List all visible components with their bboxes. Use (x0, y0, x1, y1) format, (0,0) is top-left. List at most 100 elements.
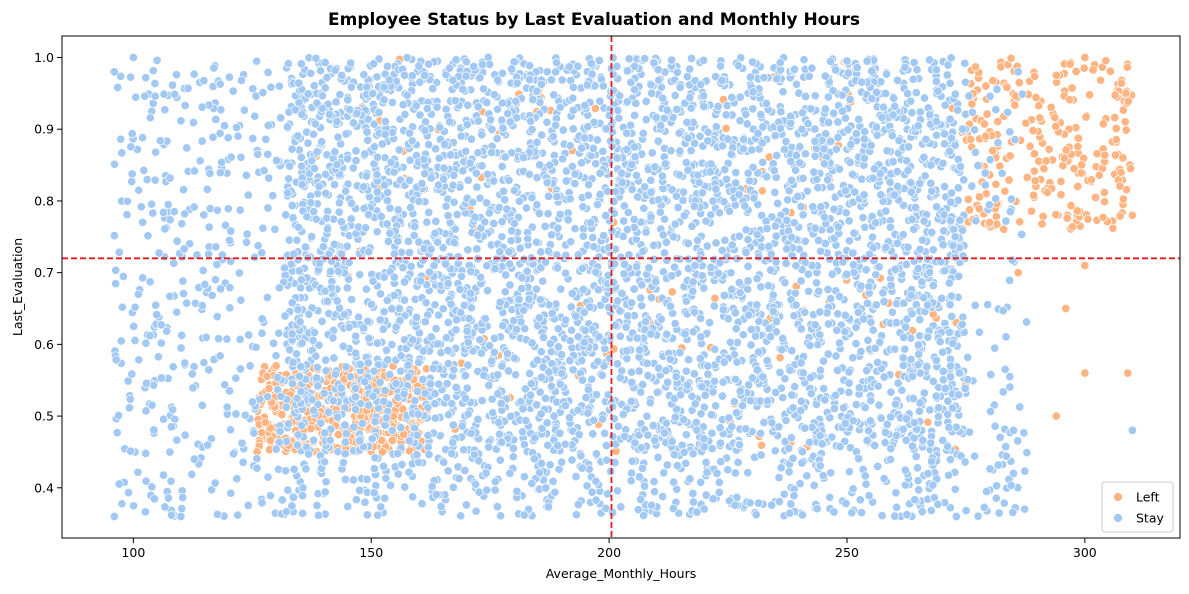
point-stay (504, 247, 514, 257)
point-stay (795, 158, 805, 168)
point-stay (475, 335, 485, 345)
point-stay (901, 322, 911, 332)
point-left (1015, 217, 1025, 227)
point-stay (870, 343, 880, 353)
point-stay (444, 63, 455, 73)
point-stay (580, 100, 590, 111)
point-stay (368, 88, 378, 99)
point-left (1101, 56, 1111, 66)
point-left (1111, 123, 1121, 134)
point-stay (582, 80, 592, 90)
point-stay (428, 84, 438, 94)
point-stay (886, 387, 896, 397)
point-stay (872, 357, 883, 368)
point-stay (646, 329, 656, 339)
point-stay (667, 271, 677, 281)
point-stay (787, 232, 797, 242)
point-stay (518, 152, 529, 163)
point-stay (670, 90, 680, 101)
point-stay (323, 224, 333, 234)
point-stay (726, 268, 736, 278)
point-stay (697, 271, 707, 281)
point-stay (536, 247, 546, 257)
point-stay (451, 55, 461, 65)
point-stay (319, 388, 329, 398)
point-stay (725, 337, 735, 347)
point-stay (526, 116, 536, 126)
point-left (757, 186, 767, 196)
point-stay (634, 366, 644, 376)
point-stay (719, 197, 729, 207)
point-stay (914, 349, 924, 359)
point-stay (640, 317, 651, 327)
point-stay (497, 98, 507, 108)
point-stay (461, 146, 471, 156)
point-stay (449, 237, 459, 248)
point-stay (671, 191, 681, 201)
point-stay (797, 108, 808, 118)
point-stay (805, 340, 815, 351)
point-stay (829, 108, 839, 118)
point-stay (583, 408, 593, 418)
point-stay (669, 232, 679, 242)
point-stay (360, 377, 370, 387)
point-stay (680, 329, 690, 339)
point-stay (519, 305, 529, 315)
point-stay (810, 151, 820, 161)
point-stay (950, 232, 960, 242)
point-stay (433, 339, 443, 349)
point-stay (332, 117, 342, 127)
point-stay (798, 173, 808, 183)
point-stay (953, 105, 963, 115)
point-stay (642, 358, 652, 368)
point-stay (583, 122, 593, 132)
point-stay (731, 324, 741, 334)
point-stay (900, 62, 910, 72)
point-stay (418, 374, 428, 385)
point-stay (396, 351, 406, 361)
point-stay (844, 216, 854, 226)
point-stay (449, 197, 459, 207)
point-left (1072, 206, 1082, 216)
point-stay (570, 179, 580, 189)
point-stay (525, 61, 535, 71)
point-stay (585, 302, 595, 312)
point-stay (328, 396, 338, 406)
point-stay (420, 169, 430, 179)
point-stay (393, 236, 403, 246)
point-left (970, 62, 981, 72)
point-stay (551, 67, 561, 77)
point-stay (615, 331, 625, 341)
point-stay (414, 357, 424, 368)
point-stay (338, 341, 348, 351)
point-stay (846, 139, 856, 150)
point-stay (394, 303, 404, 314)
point-stay (451, 382, 461, 392)
point-stay (312, 362, 322, 372)
point-stay (320, 428, 330, 438)
point-stay (696, 409, 706, 419)
point-stay (826, 294, 836, 304)
point-stay (757, 138, 767, 148)
point-left (1026, 206, 1037, 216)
point-stay (859, 190, 869, 200)
point-stay (343, 95, 353, 105)
point-stay (476, 272, 486, 282)
point-stay (518, 427, 528, 437)
point-stay (571, 311, 581, 321)
point-stay (773, 198, 783, 209)
point-stay (579, 337, 589, 347)
point-stay (574, 430, 584, 440)
point-stay (484, 380, 494, 390)
point-stay (626, 367, 637, 377)
point-stay (509, 316, 519, 326)
point-stay (939, 129, 949, 139)
point-stay (876, 190, 886, 200)
point-stay (363, 114, 373, 124)
point-stay (626, 396, 636, 406)
point-stay (287, 298, 297, 308)
point-stay (311, 351, 321, 361)
point-stay (948, 338, 958, 348)
point-stay (925, 405, 935, 415)
point-stay (577, 263, 587, 273)
